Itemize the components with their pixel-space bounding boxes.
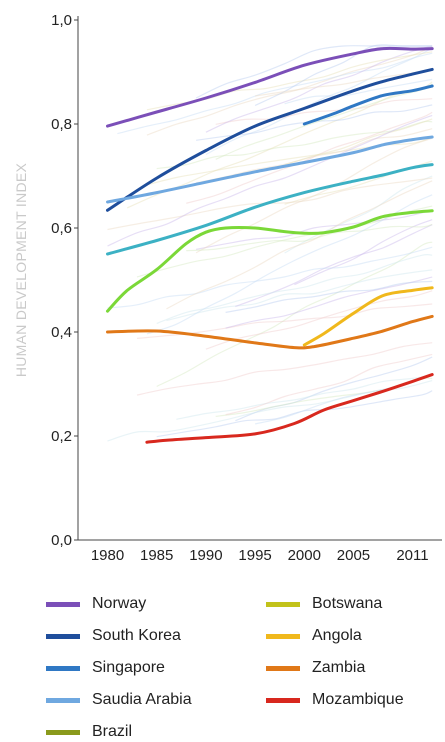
background-country-line <box>156 253 433 325</box>
background-country-line <box>195 209 433 250</box>
legend-label: Norway <box>92 595 147 612</box>
legend-swatch <box>266 601 300 607</box>
chart-axes <box>77 16 442 541</box>
x-tick-label: 2011 <box>396 547 428 564</box>
background-country-line <box>156 390 433 438</box>
background-country-line <box>166 180 433 310</box>
background-country-line <box>156 120 433 170</box>
background-country-line <box>225 353 433 416</box>
legend-item-norway: Norway <box>46 594 146 614</box>
series-line-saudia-arabia <box>106 135 434 204</box>
legend-swatch <box>46 665 80 671</box>
background-country-line <box>146 137 433 186</box>
legend-label: Saudia Arabia <box>92 691 192 708</box>
y-tick-label: 0,2 <box>51 428 72 445</box>
legend-item-singapore: Singapore <box>46 658 165 678</box>
background-country-line <box>205 290 433 350</box>
background-country-line <box>284 78 433 105</box>
background-country-line <box>294 219 433 286</box>
series-line <box>106 163 434 256</box>
background-country-line <box>136 205 433 278</box>
series-line-south-korea <box>106 67 434 212</box>
background-lines <box>107 44 433 442</box>
background-country-line <box>117 52 433 135</box>
x-tick-label: 1985 <box>140 547 173 564</box>
legend-swatch <box>46 729 80 735</box>
legend-label: Angola <box>312 627 362 644</box>
legend-label: Mozambique <box>312 691 404 708</box>
legend-label: South Korea <box>92 627 181 644</box>
background-country-line <box>225 276 433 329</box>
background-country-line <box>176 374 433 420</box>
tick-labels: 0,0 0,2 0,4 0,6 0,8 1,0 1980 1985 1990 1995 2000 20… <box>51 12 428 564</box>
legend-item-saudia-arabia: Saudia Arabia <box>46 690 192 710</box>
background-country-line <box>215 98 433 125</box>
series-line-mozambique <box>145 373 434 444</box>
background-country-line <box>107 380 433 442</box>
hdi-line-chart: 0,0 0,2 0,4 0,6 0,8 1,0 1980 1985 1990 1995 2000 20… <box>13 12 442 564</box>
background-country-line <box>235 356 433 422</box>
background-country-line <box>107 246 433 309</box>
legend-label: Brazil <box>92 723 133 740</box>
background-country-line <box>195 45 433 99</box>
background-country-line <box>186 223 433 252</box>
x-tick-label: 2000 <box>288 547 321 564</box>
legend-swatch <box>46 633 80 639</box>
background-country-line <box>156 241 433 387</box>
background-country-line <box>255 69 433 97</box>
legend-swatch <box>46 601 80 607</box>
background-country-line <box>205 45 433 133</box>
legend-item-zambia: Zambia <box>266 658 365 678</box>
y-tick-label: 0,0 <box>51 532 72 549</box>
background-country-line <box>186 111 433 204</box>
x-tick-label: 1980 <box>91 547 124 564</box>
y-tick-label: 0,4 <box>51 324 72 341</box>
background-country-line <box>235 224 433 308</box>
background-country-line <box>107 114 433 247</box>
legend-label: Zambia <box>312 659 366 676</box>
y-axis-label: HUMAN DEVELOPMENT INDEX <box>13 162 29 377</box>
series-line-singapore <box>302 84 434 126</box>
legend: Norway South Korea Singapore Saudia Arabia B… <box>0 590 445 740</box>
background-country-line <box>215 83 433 160</box>
legend-item-brazil: Brazil <box>46 722 132 742</box>
series-lines <box>106 46 434 444</box>
background-country-line <box>254 44 433 107</box>
series-line-angola <box>302 286 434 347</box>
series-line <box>106 209 434 313</box>
x-tick-label: 1995 <box>238 547 271 564</box>
background-country-line <box>146 46 433 136</box>
background-country-line <box>225 280 433 313</box>
legend-swatch <box>46 697 80 703</box>
legend-item-angola: Angola <box>266 626 362 646</box>
background-country-line <box>126 81 433 209</box>
background-country-line <box>284 118 433 166</box>
x-tick-label: 1990 <box>189 547 222 564</box>
series-line-zambia <box>106 314 434 350</box>
legend-item-botswana: Botswana <box>266 594 382 614</box>
series-line-norway <box>106 46 434 128</box>
legend-label: Singapore <box>92 659 165 676</box>
x-tick-label: 2005 <box>337 547 370 564</box>
legend-label: Botswana <box>312 595 383 612</box>
legend-swatch <box>266 665 300 671</box>
background-country-line <box>205 47 433 156</box>
background-country-line <box>284 175 433 254</box>
y-tick-label: 0,6 <box>51 220 72 237</box>
background-country-line <box>195 137 433 254</box>
background-country-line <box>136 342 433 396</box>
y-tick-label: 1,0 <box>51 12 72 29</box>
legend-item-south-korea: South Korea <box>46 626 181 646</box>
legend-item-mozambique: Mozambique <box>266 690 404 710</box>
background-country-line <box>166 269 433 322</box>
y-tick-label: 0,8 <box>51 116 72 133</box>
legend-swatch <box>266 633 300 639</box>
legend-swatch <box>266 697 300 703</box>
